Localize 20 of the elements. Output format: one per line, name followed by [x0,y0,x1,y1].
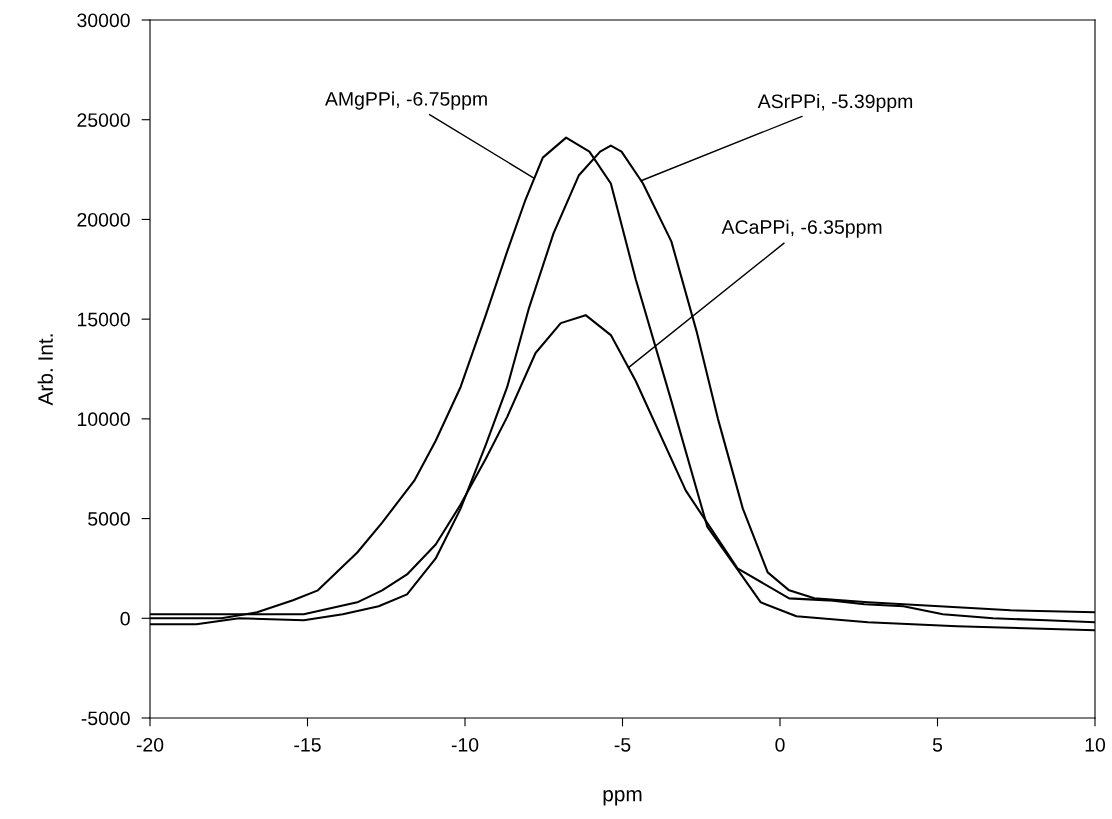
annotation: ACaPPi, -6.35ppm [721,219,882,238]
x-tick-label: -10 [451,737,479,752]
annotation: AMgPPi, -6.75ppm [324,91,487,110]
x-tick-label: 10 [1085,737,1106,752]
y-tick-label: 5000 [88,512,130,526]
y-tick-label: -5000 [81,711,130,726]
y-tick-label: 15000 [77,312,130,327]
x-tick-label: -5 [614,738,631,752]
y-axis-title: Arb. Int. [37,334,53,406]
x-tick-label: 5 [932,738,943,752]
y-tick-label: 20000 [77,212,130,227]
y-tick-label: 30000 [77,13,130,28]
x-tick-label: -15 [294,738,321,752]
annotation: ASrPPi, -5.39ppm [757,93,913,113]
x-axis-title: ppm [603,790,642,806]
x-tick-label: 0 [775,737,785,752]
x-tick-label: -20 [136,737,164,752]
y-tick-label: 0 [120,611,130,626]
y-tick-label: 25000 [77,113,130,127]
y-tick-label: 10000 [77,412,130,427]
